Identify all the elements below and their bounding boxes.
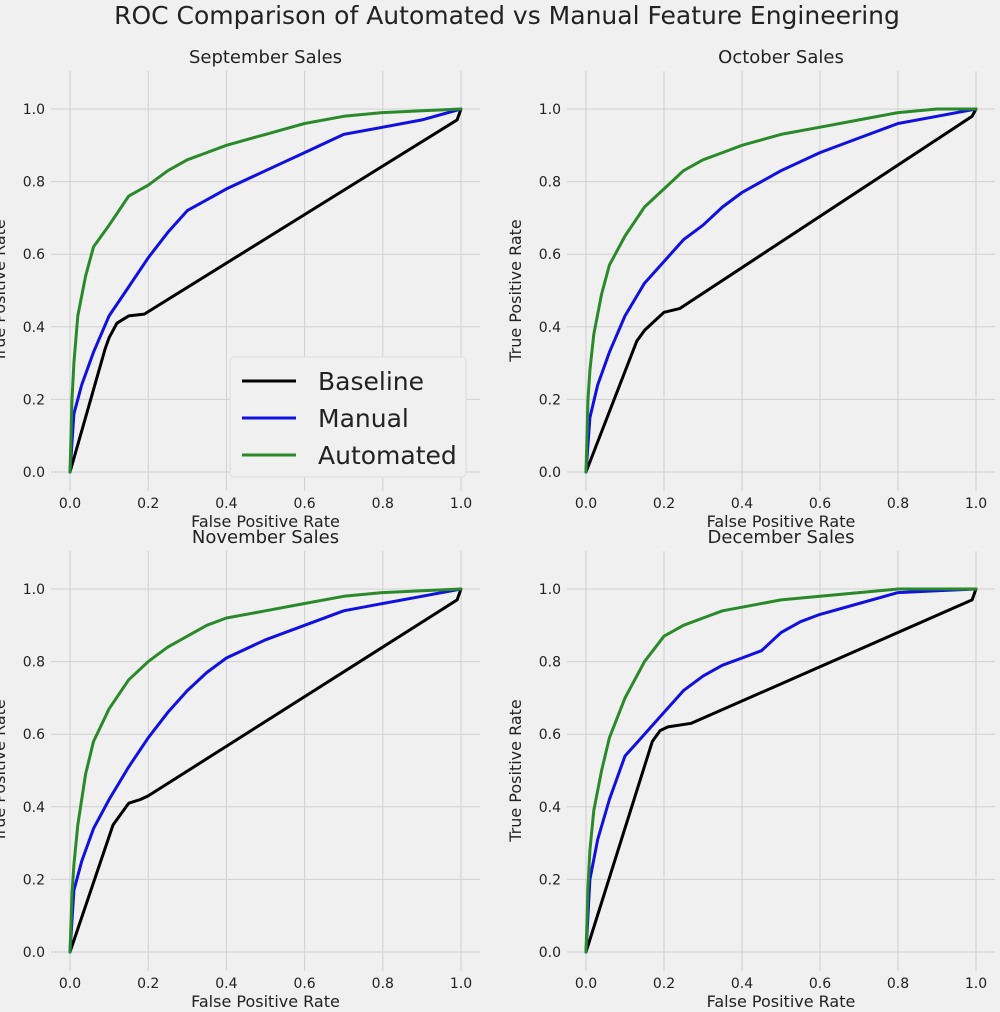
y-tick-label: 0.6 — [539, 727, 561, 743]
y-tick-label: 0.8 — [539, 655, 561, 671]
x-tick-label: 0.0 — [575, 496, 597, 512]
subplot-title: October Sales — [718, 47, 844, 68]
subplot-december-sales: 0.0 0.2 0.4 0.6 0.8 1.0 0.0 0.2 0.4 0.6 0.8 1.0 Dece… — [506, 527, 995, 1011]
x-tick-label: 0.8 — [372, 976, 394, 992]
subplot-november-sales: 0.0 0.2 0.4 0.6 0.8 1.0 0.0 0.2 0.4 0.6 0.8 1.0 Nove… — [0, 527, 480, 1011]
x-tick-label: 1.0 — [965, 976, 987, 992]
series-line-baseline — [584, 587, 978, 954]
y-tick-label: 0.6 — [23, 247, 45, 263]
series-line-baseline — [68, 107, 463, 474]
x-tick-label: 0.6 — [293, 496, 315, 512]
y-tick-label: 0.0 — [539, 945, 561, 961]
legend-box — [229, 356, 467, 478]
series-line-manual — [584, 587, 978, 954]
x-tick-label: 1.0 — [450, 496, 472, 512]
legend-label-manual: Manual — [318, 404, 409, 433]
x-tick-label: 0.4 — [731, 976, 753, 992]
legend: Baseline Manual Automated — [229, 356, 467, 478]
series-line-manual — [68, 587, 463, 954]
y-axis-label: True Positive Rate — [0, 219, 9, 363]
x-tick-label: 1.0 — [965, 496, 987, 512]
y-tick-label: 0.8 — [23, 655, 45, 671]
y-axis-label: True Positive Rate — [506, 219, 525, 363]
subplot-september-sales: 0.0 0.2 0.4 0.6 0.8 1.0 0.0 0.2 0.4 0.6 0.8 1.0 Sept… — [0, 47, 480, 531]
x-tick-label: 0.8 — [372, 496, 394, 512]
y-tick-label: 0.2 — [539, 872, 561, 888]
y-tick-label: 0.0 — [23, 945, 45, 961]
y-tick-label: 0.4 — [539, 320, 561, 336]
y-tick-label: 1.0 — [23, 102, 45, 118]
subplot-october-sales: 0.0 0.2 0.4 0.6 0.8 1.0 0.0 0.2 0.4 0.6 0.8 1.0 Octo… — [506, 47, 995, 531]
y-tick-label: 1.0 — [539, 582, 561, 598]
y-tick-label: 0.4 — [23, 800, 45, 816]
x-tick-label: 0.2 — [653, 976, 675, 992]
series-line-automated — [584, 587, 978, 954]
x-axis-label: False Positive Rate — [707, 512, 856, 531]
x-tick-label: 0.2 — [137, 976, 159, 992]
legend-label-baseline: Baseline — [318, 367, 424, 396]
y-tick-label: 0.2 — [23, 872, 45, 888]
x-tick-label: 0.2 — [653, 496, 675, 512]
series-line-baseline — [68, 587, 463, 954]
x-tick-label: 0.4 — [215, 496, 237, 512]
y-tick-label: 0.0 — [23, 465, 45, 481]
y-tick-label: 0.4 — [539, 800, 561, 816]
y-tick-label: 1.0 — [539, 102, 561, 118]
series-line-automated — [68, 587, 463, 954]
plot-area — [51, 551, 480, 971]
x-tick-label: 0.0 — [59, 496, 81, 512]
x-tick-label: 0.0 — [575, 976, 597, 992]
y-tick-label: 0.6 — [539, 247, 561, 263]
x-tick-label: 0.8 — [887, 976, 909, 992]
subplot-title: November Sales — [192, 527, 339, 548]
x-axis-label: False Positive Rate — [707, 992, 856, 1011]
x-tick-label: 0.4 — [215, 976, 237, 992]
legend-label-automated: Automated — [318, 441, 457, 470]
y-tick-label: 1.0 — [23, 582, 45, 598]
x-axis-label: False Positive Rate — [191, 992, 340, 1011]
x-axis-label: False Positive Rate — [191, 512, 340, 531]
y-tick-label: 0.8 — [539, 175, 561, 191]
x-tick-label: 0.4 — [731, 496, 753, 512]
y-tick-label: 0.4 — [23, 320, 45, 336]
series-line-automated — [584, 107, 978, 474]
series-line-baseline — [584, 107, 978, 474]
x-tick-label: 1.0 — [450, 976, 472, 992]
y-tick-label: 0.6 — [23, 727, 45, 743]
subplot-title: December Sales — [708, 527, 855, 548]
series-line-manual — [68, 107, 463, 474]
y-axis-label: True Positive Rate — [506, 699, 525, 843]
x-tick-label: 0.6 — [809, 976, 831, 992]
x-tick-label: 0.0 — [59, 976, 81, 992]
x-tick-label: 0.2 — [137, 496, 159, 512]
subplot-title: September Sales — [189, 47, 342, 68]
x-tick-label: 0.6 — [293, 976, 315, 992]
y-tick-label: 0.8 — [23, 175, 45, 191]
y-tick-label: 0.2 — [539, 392, 561, 408]
y-axis-label: True Positive Rate — [0, 699, 9, 843]
series-line-manual — [584, 107, 978, 474]
y-tick-label: 0.2 — [23, 392, 45, 408]
subplot-grid: 0.0 0.2 0.4 0.6 0.8 1.0 0.0 0.2 0.4 0.6 0.8 1.0 Sept… — [0, 47, 995, 1011]
plot-area — [567, 551, 995, 971]
series-line-automated — [68, 107, 463, 474]
figure-title: ROC Comparison of Automated vs Manual Fe… — [114, 1, 900, 30]
plot-area — [567, 71, 995, 491]
x-tick-label: 0.8 — [887, 496, 909, 512]
x-tick-label: 0.6 — [809, 496, 831, 512]
y-tick-label: 0.0 — [539, 465, 561, 481]
